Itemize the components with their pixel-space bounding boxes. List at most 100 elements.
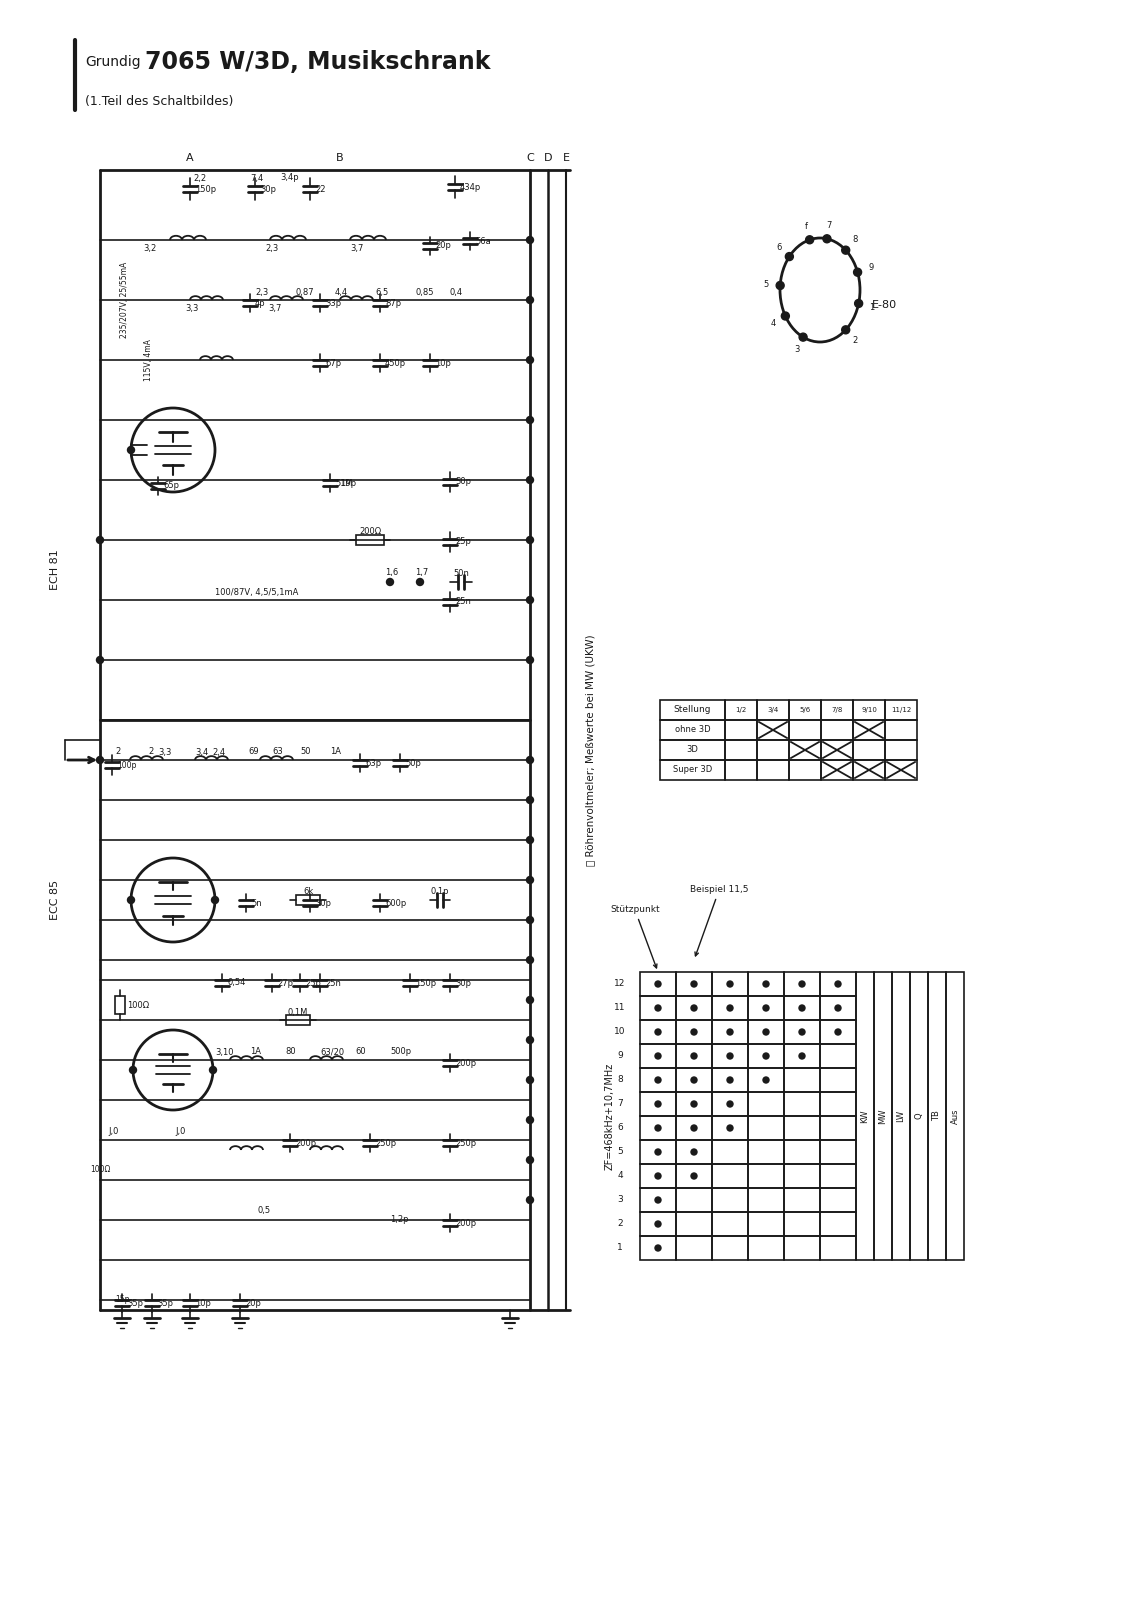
Bar — [784, 995, 820, 1021]
Bar — [676, 1021, 713, 1043]
Text: C: C — [526, 154, 534, 163]
Bar — [748, 1021, 784, 1043]
Text: 5n: 5n — [251, 899, 261, 907]
Text: 7: 7 — [618, 1099, 623, 1109]
Text: 250p: 250p — [375, 1139, 396, 1147]
Text: 6k: 6k — [303, 888, 313, 896]
Text: 3,4: 3,4 — [195, 747, 208, 757]
Circle shape — [527, 296, 534, 304]
Bar — [640, 1213, 676, 1235]
Text: 600p: 600p — [385, 899, 406, 907]
Text: 200p: 200p — [455, 1219, 476, 1227]
Circle shape — [841, 246, 849, 254]
Bar — [640, 971, 676, 995]
Text: 3,3: 3,3 — [185, 304, 198, 312]
Circle shape — [655, 1101, 661, 1107]
Text: Q: Q — [915, 1112, 924, 1120]
Bar — [820, 1139, 856, 1165]
Text: 63/20: 63/20 — [320, 1048, 344, 1056]
Circle shape — [527, 237, 534, 243]
Bar — [853, 701, 884, 720]
Text: 500p: 500p — [390, 1048, 412, 1056]
Text: J,0: J,0 — [175, 1128, 185, 1136]
Bar — [910, 971, 929, 1261]
Bar — [853, 720, 884, 739]
Text: 11/12: 11/12 — [891, 707, 912, 714]
Text: 2,3: 2,3 — [254, 288, 268, 296]
Text: 7065 W/3D, Musikschrank: 7065 W/3D, Musikschrank — [145, 50, 491, 74]
Text: 3: 3 — [794, 346, 800, 354]
Circle shape — [211, 896, 218, 904]
Bar — [725, 720, 757, 739]
Bar — [946, 971, 964, 1261]
Text: 2: 2 — [618, 1219, 623, 1229]
Text: 63p: 63p — [365, 758, 381, 768]
Text: 2: 2 — [148, 747, 153, 757]
Bar — [748, 1069, 784, 1091]
Text: Grundig: Grundig — [85, 54, 140, 69]
Bar — [789, 760, 821, 781]
Text: 30p: 30p — [455, 979, 470, 987]
Text: 12: 12 — [614, 979, 625, 989]
Circle shape — [655, 1221, 661, 1227]
Bar — [757, 760, 789, 781]
Bar — [821, 739, 853, 760]
Text: ECC 85: ECC 85 — [50, 880, 60, 920]
Text: 0,1M: 0,1M — [287, 1008, 308, 1016]
Bar — [713, 1139, 748, 1165]
Circle shape — [527, 837, 534, 843]
Circle shape — [527, 997, 534, 1003]
Bar — [640, 1235, 676, 1261]
Text: 4: 4 — [618, 1171, 623, 1181]
Text: 200p: 200p — [295, 1139, 317, 1147]
Circle shape — [782, 312, 789, 320]
Circle shape — [527, 656, 534, 664]
Text: 200Ω: 200Ω — [359, 528, 381, 536]
Bar — [713, 1235, 748, 1261]
Bar — [713, 1043, 748, 1069]
Circle shape — [655, 1149, 661, 1155]
Text: 1/2: 1/2 — [735, 707, 746, 714]
Bar — [820, 1069, 856, 1091]
Circle shape — [691, 1005, 697, 1011]
Text: 3,3: 3,3 — [158, 747, 172, 757]
Text: 1A: 1A — [250, 1048, 261, 1056]
Circle shape — [96, 656, 104, 664]
Text: 50: 50 — [300, 747, 311, 757]
Bar — [640, 1187, 676, 1213]
Bar — [356, 534, 385, 546]
Bar — [789, 720, 821, 739]
Bar — [748, 995, 784, 1021]
Text: 3,4p: 3,4p — [280, 173, 299, 182]
Bar — [821, 760, 853, 781]
Circle shape — [655, 1053, 661, 1059]
Circle shape — [130, 1067, 137, 1074]
Bar — [661, 701, 725, 720]
Text: 6: 6 — [776, 243, 782, 253]
Bar — [748, 1117, 784, 1139]
Circle shape — [691, 1029, 697, 1035]
Bar — [784, 1021, 820, 1043]
Text: 0,85: 0,85 — [415, 288, 433, 296]
Circle shape — [96, 757, 104, 763]
Text: MW: MW — [879, 1109, 888, 1123]
Text: 3/4: 3/4 — [767, 707, 778, 714]
Circle shape — [798, 981, 805, 987]
Bar — [820, 971, 856, 995]
Circle shape — [776, 282, 784, 290]
Text: 35p: 35p — [127, 1299, 143, 1307]
Text: 3,10: 3,10 — [215, 1048, 233, 1056]
Circle shape — [655, 1005, 661, 1011]
Bar — [884, 760, 917, 781]
Text: 7,4: 7,4 — [250, 173, 264, 182]
Circle shape — [527, 536, 534, 544]
Circle shape — [387, 579, 394, 586]
Circle shape — [527, 477, 534, 483]
Bar — [821, 720, 853, 739]
Text: 4: 4 — [770, 318, 776, 328]
Text: 5/6: 5/6 — [800, 707, 811, 714]
Circle shape — [798, 1029, 805, 1035]
Text: 100Ω: 100Ω — [127, 1000, 149, 1010]
Text: 50n: 50n — [454, 570, 469, 579]
Text: 30p: 30p — [260, 184, 276, 194]
